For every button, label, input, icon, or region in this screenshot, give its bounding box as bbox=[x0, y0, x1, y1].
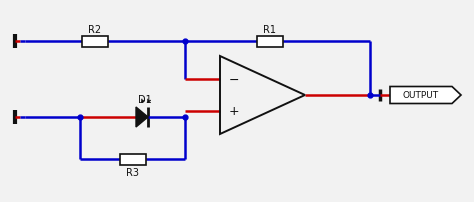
Text: OUTPUT: OUTPUT bbox=[403, 91, 439, 100]
Bar bbox=[82, 36, 108, 47]
Bar bbox=[257, 36, 283, 47]
Text: D1: D1 bbox=[138, 95, 152, 104]
Bar bbox=[120, 154, 146, 165]
Text: R1: R1 bbox=[264, 24, 276, 34]
Text: R3: R3 bbox=[127, 167, 139, 177]
Text: −: − bbox=[229, 74, 239, 86]
Text: R2: R2 bbox=[89, 24, 101, 34]
Polygon shape bbox=[390, 87, 461, 104]
Polygon shape bbox=[136, 107, 148, 127]
Text: +: + bbox=[229, 105, 240, 118]
